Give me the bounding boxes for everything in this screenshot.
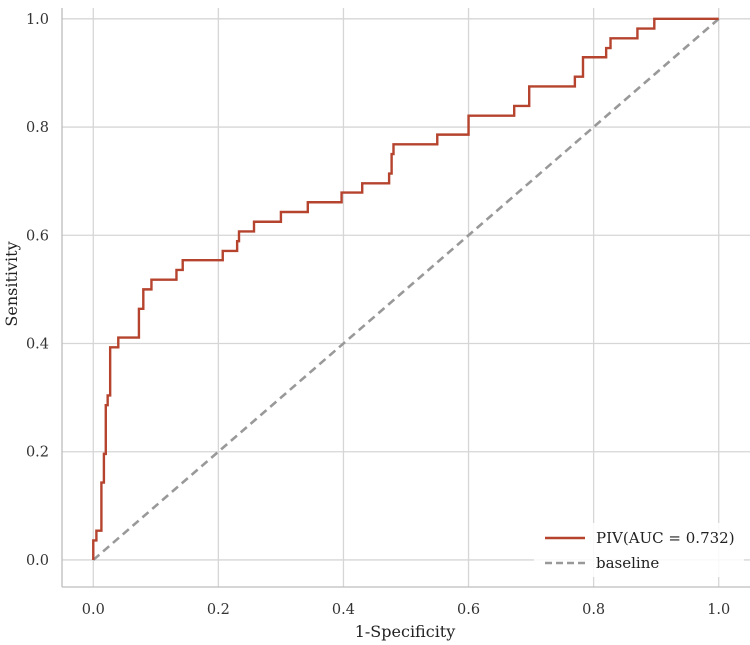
x-tick-label: 0.6 (457, 602, 480, 618)
roc-curve-piv (92, 17, 719, 560)
y-tick-label: 0.8 (26, 120, 49, 136)
plot-frame (61, 8, 750, 588)
legend: PIV(AUC = 0.732) baseline (534, 523, 744, 577)
x-tick-label: 1.0 (707, 602, 730, 618)
y-tick-label: 0.4 (26, 336, 49, 352)
series-layer (92, 17, 720, 561)
x-axis-title: 1-Specificity (355, 622, 456, 641)
legend-label-baseline: baseline (596, 554, 659, 572)
x-tick-label: 0.4 (332, 602, 355, 618)
x-tick-label: 0.8 (582, 602, 605, 618)
y-tick-label: 1.0 (26, 12, 49, 28)
y-tick-label: 0.0 (26, 553, 49, 569)
x-tick-label: 0.0 (82, 602, 105, 618)
grid-lines (62, 8, 750, 587)
y-tick-label: 0.2 (26, 445, 49, 461)
x-axis-ticks: 0.0 0.2 0.4 0.6 0.8 1.0 (82, 602, 731, 618)
x-tick-label: 0.2 (207, 602, 230, 618)
y-axis-ticks: 0.0 0.2 0.4 0.6 0.8 1.0 (26, 12, 49, 569)
legend-label-piv: PIV(AUC = 0.732) (596, 529, 735, 547)
y-axis-title: Sensitivity (2, 241, 21, 326)
baseline-line (92, 17, 720, 561)
legend-background (534, 523, 744, 577)
y-tick-label: 0.6 (26, 228, 49, 244)
